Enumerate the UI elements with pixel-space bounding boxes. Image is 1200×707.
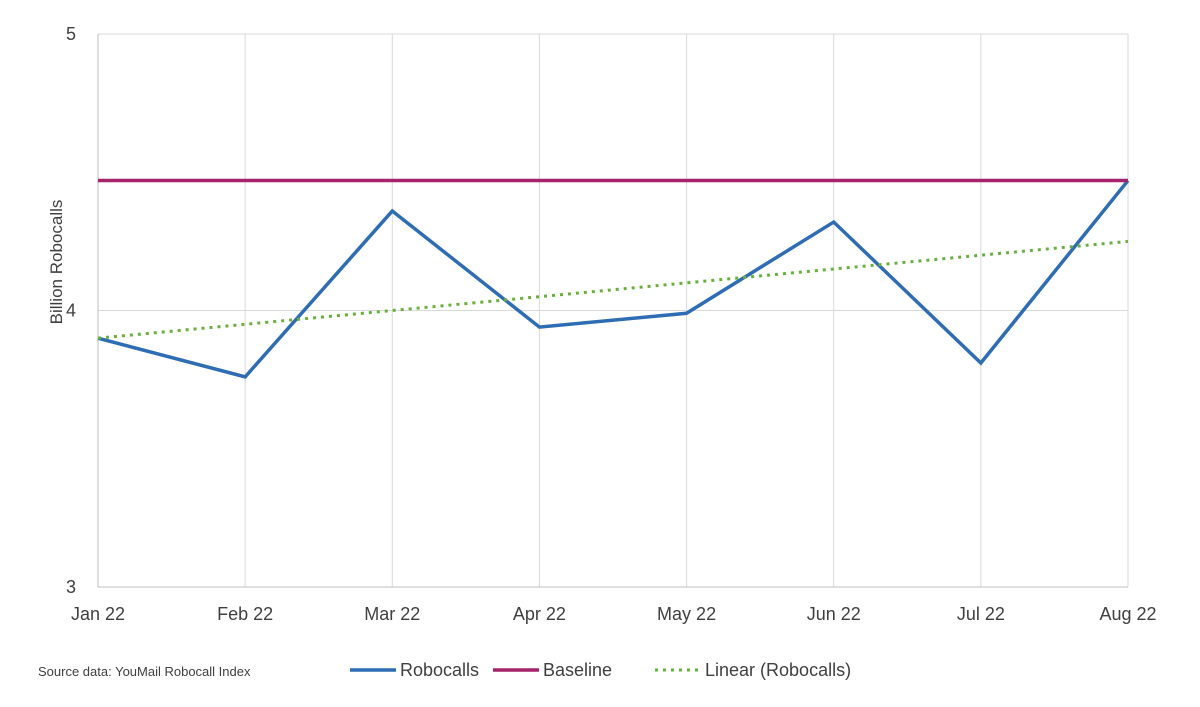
x-tick-label: May 22 (657, 604, 716, 624)
y-tick-label: 4 (66, 301, 76, 321)
series-lines (97, 178, 1130, 379)
x-tick-label: Jul 22 (957, 604, 1005, 624)
series-line-robocalls (97, 179, 1130, 379)
legend: Robocalls Baseline Linear (Robocalls) (350, 660, 851, 680)
y-axis-title: Billion Robocalls (47, 200, 66, 325)
source-note: Source data: YouMail Robocall Index (38, 664, 251, 679)
legend-label: Robocalls (400, 660, 479, 680)
legend-label: Linear (Robocalls) (705, 660, 851, 680)
axes (97, 34, 1128, 588)
x-tick-label: Jun 22 (807, 604, 861, 624)
legend-label: Baseline (543, 660, 612, 680)
x-tick-label: Apr 22 (513, 604, 566, 624)
x-tick-label: Jan 22 (71, 604, 125, 624)
y-tick-label: 5 (66, 24, 76, 44)
x-tick-label: Aug 22 (1099, 604, 1156, 624)
x-tick-label: Feb 22 (217, 604, 273, 624)
series-line-linear-robocalls (97, 239, 1129, 340)
x-tick-label: Mar 22 (364, 604, 420, 624)
tick-labels: 3 4 5 Jan 22 Feb 22 Mar 22 Apr 22 May 22 Jun 22 J… (66, 24, 1157, 624)
y-tick-label: 3 (66, 577, 76, 597)
gridlines (98, 33, 1129, 587)
